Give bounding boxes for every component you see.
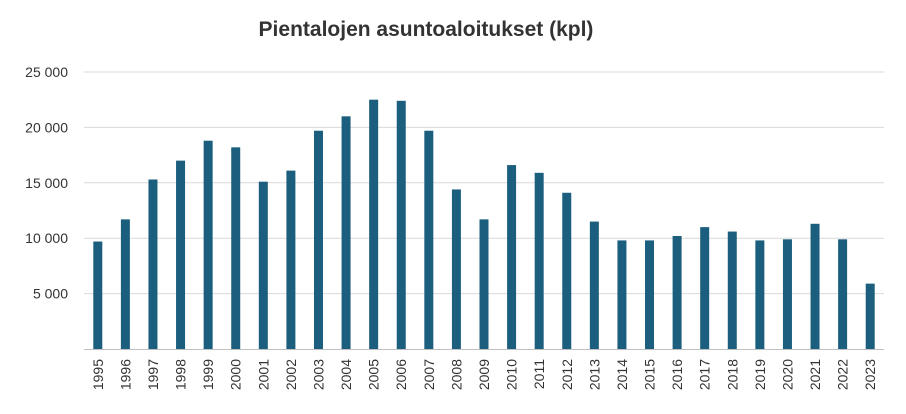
bar-2018 xyxy=(727,231,737,349)
x-tick-label: 2011 xyxy=(531,359,547,389)
x-tick-label: 1999 xyxy=(200,359,216,390)
x-tick-label: 2018 xyxy=(724,359,740,390)
x-tick-label: 1997 xyxy=(145,359,161,390)
bar-2001 xyxy=(258,181,268,349)
bar-2012 xyxy=(562,192,572,349)
bar-2011 xyxy=(534,172,544,349)
x-tick-label: 2022 xyxy=(835,359,851,390)
bar-2021 xyxy=(810,223,820,349)
y-tick-label: 15 000 xyxy=(25,175,68,191)
bar-2003 xyxy=(313,130,323,349)
x-tick-label: 2003 xyxy=(310,359,326,390)
y-tick-label: 5 000 xyxy=(33,286,68,302)
bar-2005 xyxy=(369,99,379,349)
bar-1997 xyxy=(148,179,158,349)
y-tick-label: 25 000 xyxy=(25,64,68,80)
bar-2006 xyxy=(396,100,406,349)
x-tick-label: 2005 xyxy=(366,359,382,390)
x-tick-label: 2015 xyxy=(642,359,658,390)
x-tick-label: 2008 xyxy=(448,359,464,390)
bar-2009 xyxy=(479,219,489,349)
x-tick-label: 2006 xyxy=(393,359,409,390)
x-tick-label: 2001 xyxy=(255,359,271,390)
x-tick-label: 2020 xyxy=(779,359,795,390)
bar-2019 xyxy=(755,240,765,349)
x-tick-label: 2007 xyxy=(421,359,437,390)
y-tick-label: 20 000 xyxy=(25,119,68,135)
bar-2013 xyxy=(589,221,599,349)
bar-2002 xyxy=(286,170,296,349)
x-axis-tick-labels: 1995 1996 1997 1998 1999 2000 2001 2002 2003 2004… xyxy=(90,359,878,390)
y-tick-label: 10 000 xyxy=(25,230,68,246)
bar-2015 xyxy=(645,240,655,349)
x-tick-label: 2016 xyxy=(669,359,685,390)
x-tick-label: 1996 xyxy=(117,359,133,390)
x-tick-label: 2017 xyxy=(697,359,713,390)
bar-2022 xyxy=(838,239,848,349)
bar-1995 xyxy=(93,241,103,349)
bar-2004 xyxy=(341,116,351,349)
bar-2008 xyxy=(451,189,461,349)
bar-2016 xyxy=(672,235,682,349)
x-tick-label: 2000 xyxy=(228,359,244,390)
x-tick-label: 2023 xyxy=(862,359,878,390)
x-tick-label: 2013 xyxy=(586,359,602,390)
gridlines xyxy=(84,71,884,295)
x-tick-label: 2021 xyxy=(807,359,823,390)
bar-2020 xyxy=(782,239,792,349)
x-tick-label: 2002 xyxy=(283,359,299,390)
bar-2014 xyxy=(617,240,627,349)
bar-2000 xyxy=(231,147,241,349)
bar-2017 xyxy=(700,227,710,349)
bar-2010 xyxy=(507,165,517,349)
x-tick-label: 1998 xyxy=(173,359,189,390)
bar-2023 xyxy=(865,283,875,349)
bar-1998 xyxy=(176,160,186,349)
x-tick-label: 2010 xyxy=(504,359,520,390)
bar-1999 xyxy=(203,140,213,349)
x-tick-label: 2009 xyxy=(476,359,492,390)
x-tick-label: 2014 xyxy=(614,359,630,390)
x-tick-label: 2012 xyxy=(559,359,575,390)
chart-title: Pientalojen asuntoaloitukset (kpl) xyxy=(259,18,594,41)
x-tick-label: 1995 xyxy=(90,359,106,390)
bars xyxy=(93,99,875,349)
bar-2007 xyxy=(424,130,434,349)
y-axis-tick-labels: 5 000 10 000 15 000 20 000 25 000 xyxy=(25,64,68,302)
bar-1996 xyxy=(120,219,130,349)
x-tick-label: 2019 xyxy=(752,359,768,390)
x-tick-label: 2004 xyxy=(338,359,354,390)
